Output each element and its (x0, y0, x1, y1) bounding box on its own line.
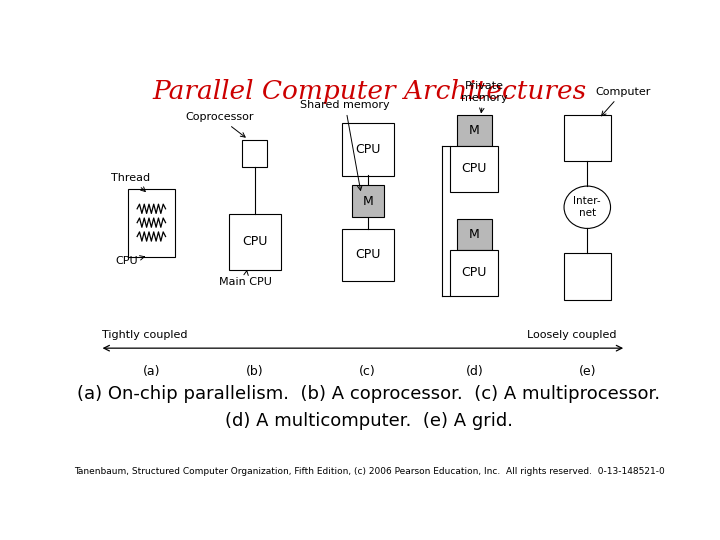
Text: Computer: Computer (595, 87, 650, 116)
Bar (243, 140, 267, 167)
Text: Main CPU: Main CPU (219, 271, 271, 287)
Text: M: M (362, 194, 373, 207)
Text: (a) On-chip parallelism.  (b) A coprocessor.  (c) A multiprocessor.: (a) On-chip parallelism. (b) A coprocess… (78, 386, 660, 403)
Text: CPU: CPU (116, 255, 145, 266)
Text: (d) A multicomputer.  (e) A grid.: (d) A multicomputer. (e) A grid. (225, 411, 513, 429)
Bar (456, 219, 492, 249)
Bar (342, 123, 394, 176)
Text: M: M (469, 228, 480, 241)
Text: Tightly coupled: Tightly coupled (102, 330, 187, 340)
Text: M: M (469, 124, 480, 137)
Bar (351, 185, 384, 217)
Text: (d): (d) (465, 364, 483, 378)
Text: CPU: CPU (355, 248, 380, 261)
Bar (229, 214, 281, 269)
Text: (e): (e) (579, 364, 596, 378)
Bar (564, 115, 611, 161)
Text: (c): (c) (359, 364, 376, 378)
Ellipse shape (564, 186, 611, 228)
Text: CPU: CPU (462, 266, 487, 279)
Text: Shared memory: Shared memory (300, 100, 390, 191)
Text: CPU: CPU (462, 162, 487, 176)
Bar (128, 189, 175, 256)
Text: Private
memory: Private memory (461, 81, 508, 112)
Bar (456, 115, 492, 146)
Text: (a): (a) (143, 364, 160, 378)
Text: (b): (b) (246, 364, 264, 378)
Text: CPU: CPU (355, 143, 380, 156)
Text: Thread: Thread (112, 173, 150, 192)
Text: CPU: CPU (242, 235, 267, 248)
Bar (450, 146, 498, 192)
Bar (450, 249, 498, 296)
Text: Coprocessor: Coprocessor (185, 112, 253, 137)
Bar (564, 253, 611, 300)
Text: Inter-
net: Inter- net (573, 197, 601, 218)
Text: Parallel Computer Architectures: Parallel Computer Architectures (152, 79, 586, 104)
Text: Tanenbaum, Structured Computer Organization, Fifth Edition, (c) 2006 Pearson Edu: Tanenbaum, Structured Computer Organizat… (73, 467, 665, 476)
Bar (342, 229, 394, 281)
Text: Loosely coupled: Loosely coupled (527, 330, 616, 340)
